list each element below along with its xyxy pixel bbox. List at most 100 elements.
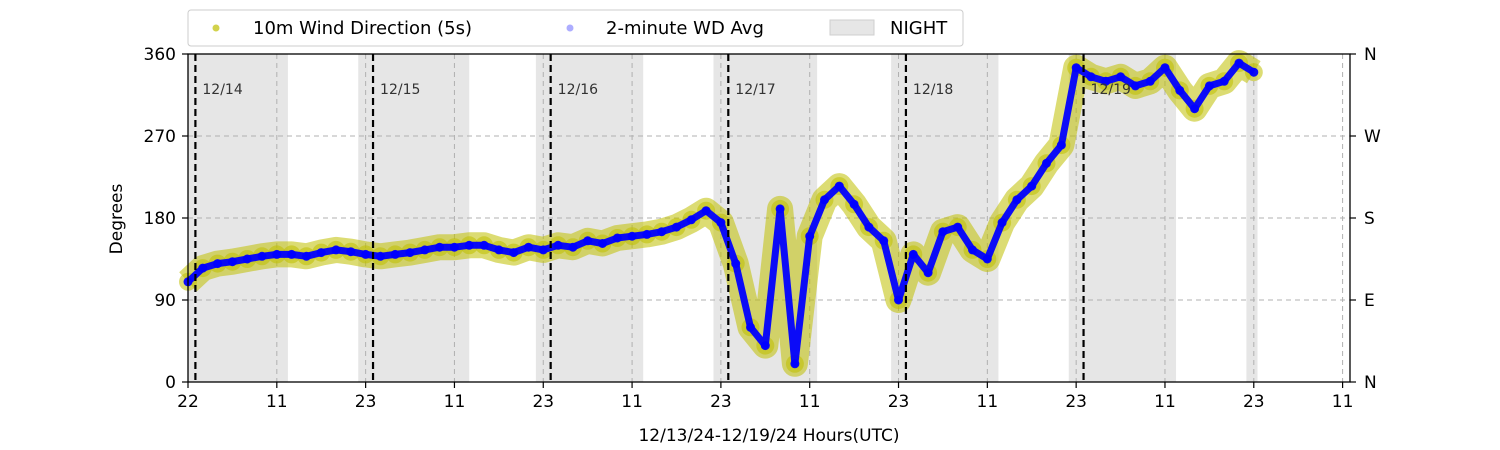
- data-point: [908, 249, 918, 259]
- data-point: [953, 222, 963, 232]
- data-point: [642, 229, 652, 239]
- data-point: [894, 295, 903, 305]
- data-point: [1071, 63, 1081, 73]
- x-tick-label: 11: [266, 392, 288, 412]
- x-axis-title: 12/13/24-12/19/24 Hours(UTC): [638, 426, 899, 446]
- day-marker-label: 12/17: [735, 82, 775, 98]
- series-2min-avg: [183, 58, 1259, 369]
- day-marker-label: 12/16: [558, 82, 598, 98]
- data-point: [568, 242, 578, 252]
- data-point: [864, 222, 874, 232]
- legend-label-wind-direction: 10m Wind Direction (5s): [253, 18, 472, 39]
- data-point: [346, 247, 356, 257]
- day-marker-label: 12/19: [1091, 82, 1131, 98]
- night-band: [535, 54, 644, 382]
- data-point: [627, 231, 637, 241]
- data-point: [716, 218, 726, 228]
- y-axis-title: Degrees: [107, 183, 127, 254]
- y-tick-label-left: 0: [165, 373, 176, 393]
- x-tick-label: 23: [888, 392, 910, 412]
- data-point: [672, 222, 681, 232]
- axes: 22 11 23 11 23 11 23 11 23 11 23 11 23 11 0 90 180 270 360…: [144, 45, 1381, 412]
- data-point: [1249, 67, 1259, 77]
- day-marker-label: 12/15: [380, 82, 420, 98]
- data-point: [538, 245, 548, 255]
- data-point: [464, 240, 474, 250]
- night-band: [1068, 54, 1177, 382]
- data-point: [657, 227, 667, 237]
- data-point: [583, 236, 593, 246]
- x-tick-label: 11: [799, 392, 821, 412]
- x-tick-label: 23: [710, 392, 732, 412]
- data-point: [331, 245, 341, 255]
- data-point: [938, 227, 948, 237]
- legend-marker-wind-direction: [212, 24, 220, 32]
- legend-marker-2min-avg: [566, 24, 574, 32]
- data-point: [1042, 158, 1051, 168]
- data-point: [479, 240, 489, 250]
- data-point: [1160, 63, 1170, 73]
- data-point: [390, 249, 400, 259]
- data-point: [524, 242, 533, 252]
- y-tick-label-right: E: [1364, 291, 1375, 311]
- data-point: [509, 248, 519, 258]
- data-point: [997, 218, 1007, 228]
- x-tick-label: 23: [1243, 392, 1265, 412]
- y-tick-label-left: 180: [144, 209, 176, 229]
- y-tick-label-left: 360: [144, 45, 176, 65]
- day-marker-label: 12/14: [202, 82, 242, 98]
- legend-patch-night: [829, 19, 875, 36]
- x-tick-label: 23: [355, 392, 377, 412]
- data-point: [1130, 81, 1140, 91]
- data-point: [834, 181, 844, 191]
- data-point: [405, 248, 415, 258]
- data-point: [1219, 76, 1229, 86]
- data-point: [301, 251, 311, 261]
- y-tick-label-right: N: [1364, 373, 1377, 393]
- x-tick-label: 11: [1154, 392, 1176, 412]
- x-tick-label: 23: [532, 392, 554, 412]
- x-tick-label: 11: [444, 392, 466, 412]
- data-point: [361, 249, 371, 259]
- data-point: [820, 195, 829, 205]
- data-point: [316, 248, 326, 258]
- data-point: [1056, 140, 1066, 150]
- data-point: [1145, 76, 1155, 86]
- data-point: [1027, 181, 1037, 191]
- data-point: [1190, 104, 1200, 114]
- data-point: [923, 268, 933, 278]
- data-point: [272, 249, 282, 259]
- data-point: [968, 245, 977, 255]
- data-point: [1086, 72, 1096, 82]
- data-point: [198, 263, 208, 273]
- data-point: [746, 322, 755, 332]
- data-point: [790, 359, 800, 369]
- data-point: [1204, 81, 1214, 91]
- x-tick-label: 22: [177, 392, 199, 412]
- legend-label-2min-avg: 2-minute WD Avg: [606, 18, 764, 39]
- data-point: [612, 233, 622, 243]
- y-tick-label-left: 270: [144, 127, 176, 147]
- y-tick-label-right: N: [1364, 45, 1377, 65]
- data-point: [257, 251, 267, 261]
- y-tick-label-right: W: [1364, 127, 1381, 147]
- data-point: [686, 215, 696, 225]
- data-point: [213, 259, 223, 269]
- data-point: [598, 239, 607, 248]
- data-point: [1101, 76, 1111, 86]
- x-tick-label: 11: [621, 392, 643, 412]
- data-point: [1012, 195, 1022, 205]
- data-point: [775, 204, 785, 214]
- data-point: [449, 242, 459, 252]
- day-markers: 12/14 12/15 12/16 12/17 12/18 12/19: [194, 54, 1131, 382]
- data-point: [805, 231, 815, 241]
- y-tick-label-right: S: [1364, 209, 1375, 229]
- data-point: [1234, 58, 1244, 68]
- data-point: [879, 236, 889, 246]
- data-point: [435, 242, 445, 252]
- data-point: [760, 341, 770, 351]
- data-point: [420, 245, 430, 255]
- data-point: [287, 249, 297, 259]
- x-tick-label: 11: [1332, 392, 1354, 412]
